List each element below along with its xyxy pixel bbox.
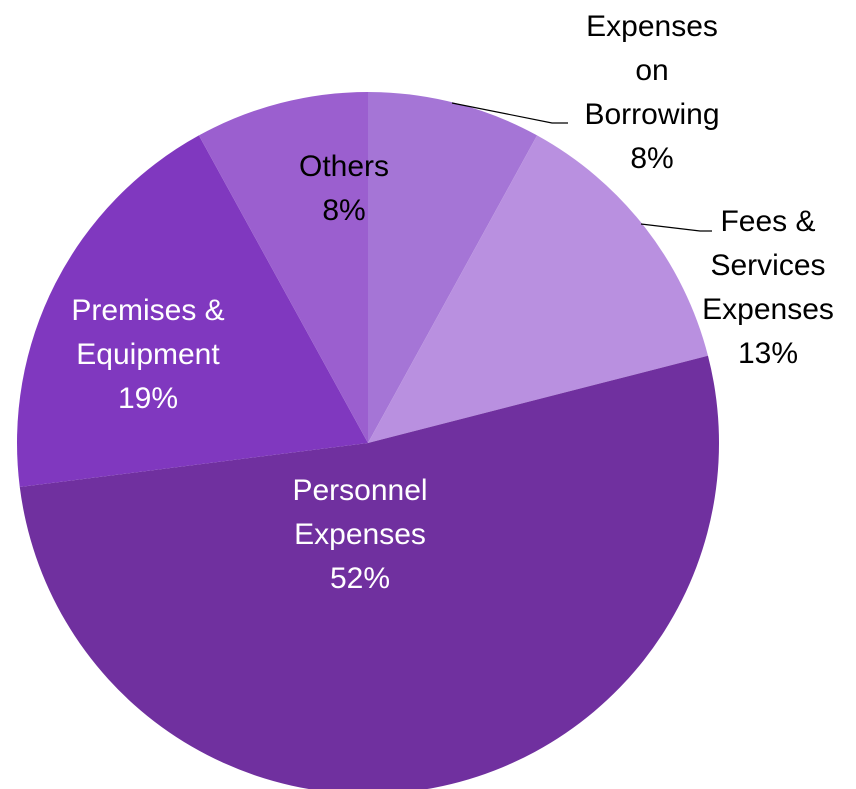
slice-label-line: Services [710,249,825,282]
leader-line-fees [640,223,712,232]
slice-label-line: Expenses [702,293,834,326]
pie-slice-fees [368,135,708,444]
slice-label-premises: Premises & Equipment 19% [71,294,224,415]
slice-label-line: 13% [738,337,798,370]
pie-slice-others [198,92,368,443]
slice-label-line: 19% [118,382,178,415]
slice-label-line: Others [299,150,389,183]
slice-label-line: Expenses [294,518,426,551]
slice-label-fees: Fees & Services Expenses 13% [702,205,834,370]
slice-label-line: Expenses [586,10,718,43]
slice-label-line: Borrowing [584,98,719,131]
slice-label-others: Others 8% [299,150,389,227]
slice-label-personnel: Personnel Expenses 52% [292,474,427,595]
slice-label-borrowing: Expenses on Borrowing 8% [584,10,719,175]
slice-label-line: Premises & [71,294,224,327]
slice-label-line: 8% [630,142,673,175]
pie-slice-borrowing [368,92,538,443]
leader-line-borrowing [451,102,568,124]
slice-label-line: on [635,54,668,87]
slice-label-line: 52% [330,562,390,595]
pie-slice-premises [17,135,369,487]
slice-label-line: Equipment [76,338,220,371]
slice-label-line: Fees & [720,205,815,238]
slice-label-line: 8% [322,194,365,227]
pie-slice-personnel [19,355,719,789]
slice-label-line: Personnel [292,474,427,507]
